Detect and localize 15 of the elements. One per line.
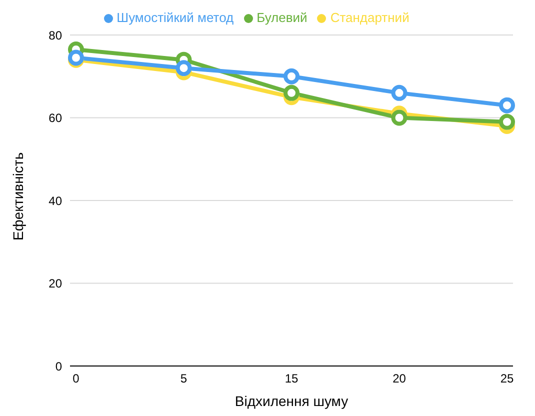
y-tick-label: 40 xyxy=(48,194,62,208)
x-tick-label: 15 xyxy=(284,372,298,386)
x-tick-label: 20 xyxy=(392,372,406,386)
legend-label: Шумостійкий метод xyxy=(116,10,234,25)
x-tick-label: 5 xyxy=(180,372,188,386)
x-axis-title: Відхилення шуму xyxy=(234,393,348,409)
y-tick-label: 60 xyxy=(48,111,62,126)
y-tick-label: 80 xyxy=(48,28,62,42)
legend-label: Стандартний xyxy=(330,10,410,25)
y-axis-title: Ефективність xyxy=(10,152,26,240)
x-tick-label: 25 xyxy=(500,372,514,386)
y-tick-label: 0 xyxy=(55,359,62,374)
legend-label: Булевий xyxy=(256,10,308,25)
y-tick-label: 20 xyxy=(48,276,62,291)
x-tick-label: 0 xyxy=(72,372,80,386)
